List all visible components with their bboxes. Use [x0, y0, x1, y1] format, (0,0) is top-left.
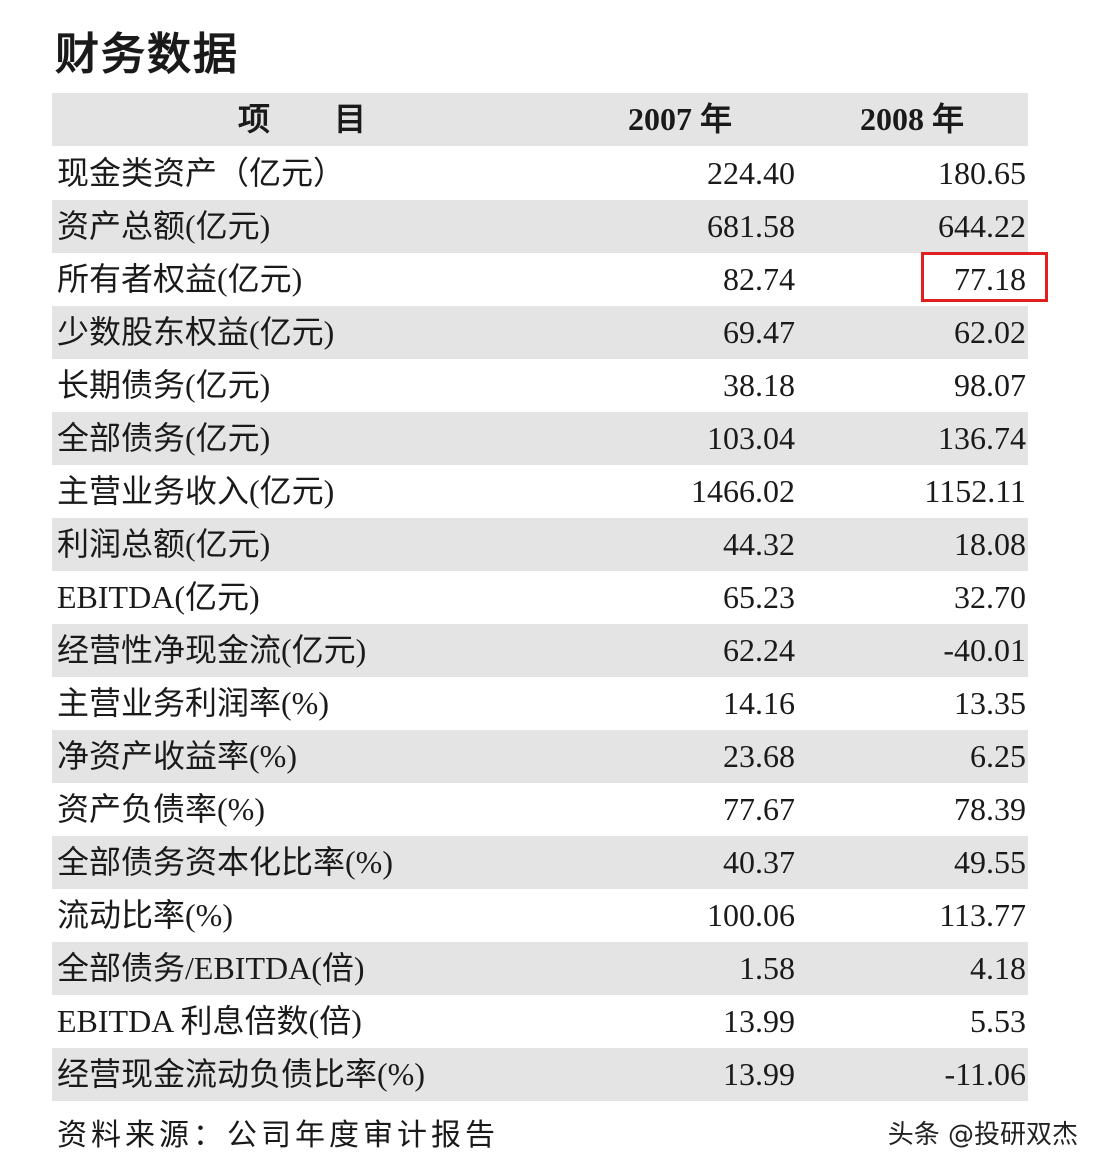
cell-value: 13.35 — [954, 685, 1026, 721]
cell-value: 77.67 — [723, 791, 795, 827]
source-note: 资料来源：公司年度审计报告 — [57, 1119, 499, 1152]
cell-value: 224.40 — [707, 155, 795, 191]
cell-value: 103.04 — [707, 420, 795, 456]
cell-value: 44.32 — [723, 526, 795, 562]
table-row: 资产负债率(%) 77.67 78.39 — [52, 783, 1028, 836]
cell-value: 1466.02 — [691, 473, 795, 509]
row-label: 所有者权益(亿元) — [57, 261, 303, 297]
table-row: 现金类资产（亿元） 224.40 180.65 — [52, 147, 1028, 200]
row-label: 全部债务资本化比率(%) — [57, 844, 393, 880]
cell-value: 113.77 — [939, 897, 1026, 933]
table-row: 利润总额(亿元) 44.32 18.08 — [52, 518, 1028, 571]
cell-value: 4.18 — [970, 950, 1026, 986]
row-label: 全部债务(亿元) — [57, 420, 271, 456]
table-row: 所有者权益(亿元) 82.74 77.18 — [52, 253, 1028, 306]
row-label: 主营业务利润率(%) — [57, 685, 329, 721]
table-row: 流动比率(%) 100.06 113.77 — [52, 889, 1028, 942]
row-label: 经营性净现金流(亿元) — [57, 632, 367, 668]
cell-value: 82.74 — [723, 261, 795, 297]
title: 财务数据 — [55, 29, 239, 80]
cell-value: 2007 年 — [627, 101, 732, 137]
highlight-box — [921, 252, 1048, 302]
table-row: 资产总额(亿元) 681.58 644.22 — [52, 200, 1028, 253]
cell-value: 1152.11 — [924, 473, 1026, 509]
table-row: 主营业务收入(亿元) 1466.02 1152.11 — [52, 465, 1028, 518]
row-label: 净资产收益率(%) — [57, 738, 297, 774]
table-row: 经营性净现金流(亿元) 62.24 -40.01 — [52, 624, 1028, 677]
row-label: 资产负债率(%) — [57, 791, 265, 827]
row-label: 长期债务(亿元) — [57, 367, 271, 403]
row-label: EBITDA(亿元) — [57, 579, 260, 615]
cell-value: -40.01 — [943, 632, 1026, 668]
row-label: 经营现金流动负债比率(%) — [57, 1056, 425, 1092]
cell-value: 5.53 — [970, 1003, 1026, 1039]
table-row: 长期债务(亿元) 38.18 98.07 — [52, 359, 1028, 412]
row-label: 资产总额(亿元) — [57, 208, 271, 244]
cell-value: 6.25 — [970, 738, 1026, 774]
cell-value: 14.16 — [723, 685, 795, 721]
cell-value: 136.74 — [938, 420, 1026, 456]
row-label: EBITDA 利息倍数(倍) — [57, 1003, 362, 1039]
cell-value: 13.99 — [723, 1003, 795, 1039]
table-row: 全部债务(亿元) 103.04 136.74 — [52, 412, 1028, 465]
cell-value: 180.65 — [938, 155, 1026, 191]
row-label: 项 目 — [237, 101, 366, 137]
table-row: EBITDA 利息倍数(倍) 13.99 5.53 — [52, 995, 1028, 1048]
cell-value: 23.68 — [723, 738, 795, 774]
table-row: 主营业务利润率(%) 14.16 13.35 — [52, 677, 1028, 730]
table-row: 全部债务/EBITDA(倍) 1.58 4.18 — [52, 942, 1028, 995]
header-row: 项 目 2007 年 2008 年 — [52, 93, 1028, 146]
table-row: 少数股东权益(亿元) 69.47 62.02 — [52, 306, 1028, 359]
table-row: 全部债务资本化比率(%) 40.37 49.55 — [52, 836, 1028, 889]
cell-value: 98.07 — [954, 367, 1026, 403]
cell-value: 644.22 — [938, 208, 1026, 244]
table-row: 净资产收益率(%) 23.68 6.25 — [52, 730, 1028, 783]
cell-value: 40.37 — [723, 844, 795, 880]
row-label: 利润总额(亿元) — [57, 526, 271, 562]
cell-value: 65.23 — [723, 579, 795, 615]
row-label: 少数股东权益(亿元) — [57, 314, 335, 350]
watermark: 头条 @投研双杰 — [887, 1120, 1078, 1150]
table-row: EBITDA(亿元) 65.23 32.70 — [52, 571, 1028, 624]
row-label: 流动比率(%) — [57, 897, 233, 933]
cell-value: 69.47 — [723, 314, 795, 350]
cell-value: 38.18 — [723, 367, 795, 403]
cell-value: 13.99 — [723, 1056, 795, 1092]
row-label: 主营业务收入(亿元) — [57, 473, 335, 509]
cell-value: 77.18 — [954, 261, 1026, 297]
cell-value: 100.06 — [707, 897, 795, 933]
cell-value: 18.08 — [954, 526, 1026, 562]
row-label: 全部债务/EBITDA(倍) — [57, 950, 365, 986]
cell-value: 62.02 — [954, 314, 1026, 350]
cell-value: 49.55 — [954, 844, 1026, 880]
cell-value: 2008 年 — [859, 101, 964, 137]
table-row: 经营现金流动负债比率(%) 13.99 -11.06 — [52, 1048, 1028, 1101]
row-label: 现金类资产（亿元） — [57, 155, 346, 191]
cell-value: -11.06 — [944, 1056, 1026, 1092]
cell-value: 78.39 — [954, 791, 1026, 827]
cell-value: 681.58 — [707, 208, 795, 244]
cell-value: 62.24 — [723, 632, 795, 668]
cell-value: 32.70 — [954, 579, 1026, 615]
cell-value: 1.58 — [739, 950, 795, 986]
